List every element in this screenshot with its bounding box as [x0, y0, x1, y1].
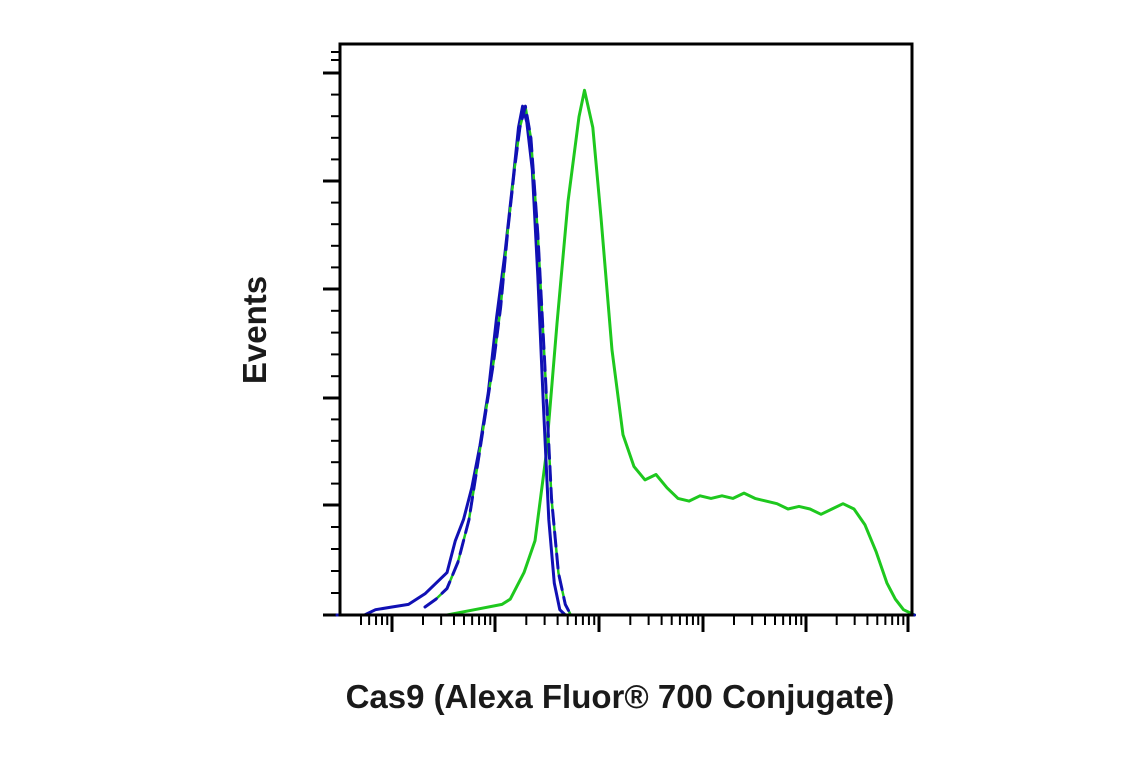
blue-dashed-series-line	[423, 104, 573, 617]
y-axis-label: Events	[236, 276, 273, 384]
plot-frame	[338, 42, 914, 617]
dashed-series-underlay	[423, 104, 573, 617]
series-layer	[335, 88, 916, 617]
x-axis-label: Cas9 (Alexa Fluor® 700 Conjugate)	[346, 678, 895, 715]
y-axis-ticks	[323, 51, 340, 617]
blue-solid-series-line	[335, 104, 916, 617]
x-axis-ticks	[359, 615, 910, 632]
green-solid-series-line	[390, 88, 916, 617]
